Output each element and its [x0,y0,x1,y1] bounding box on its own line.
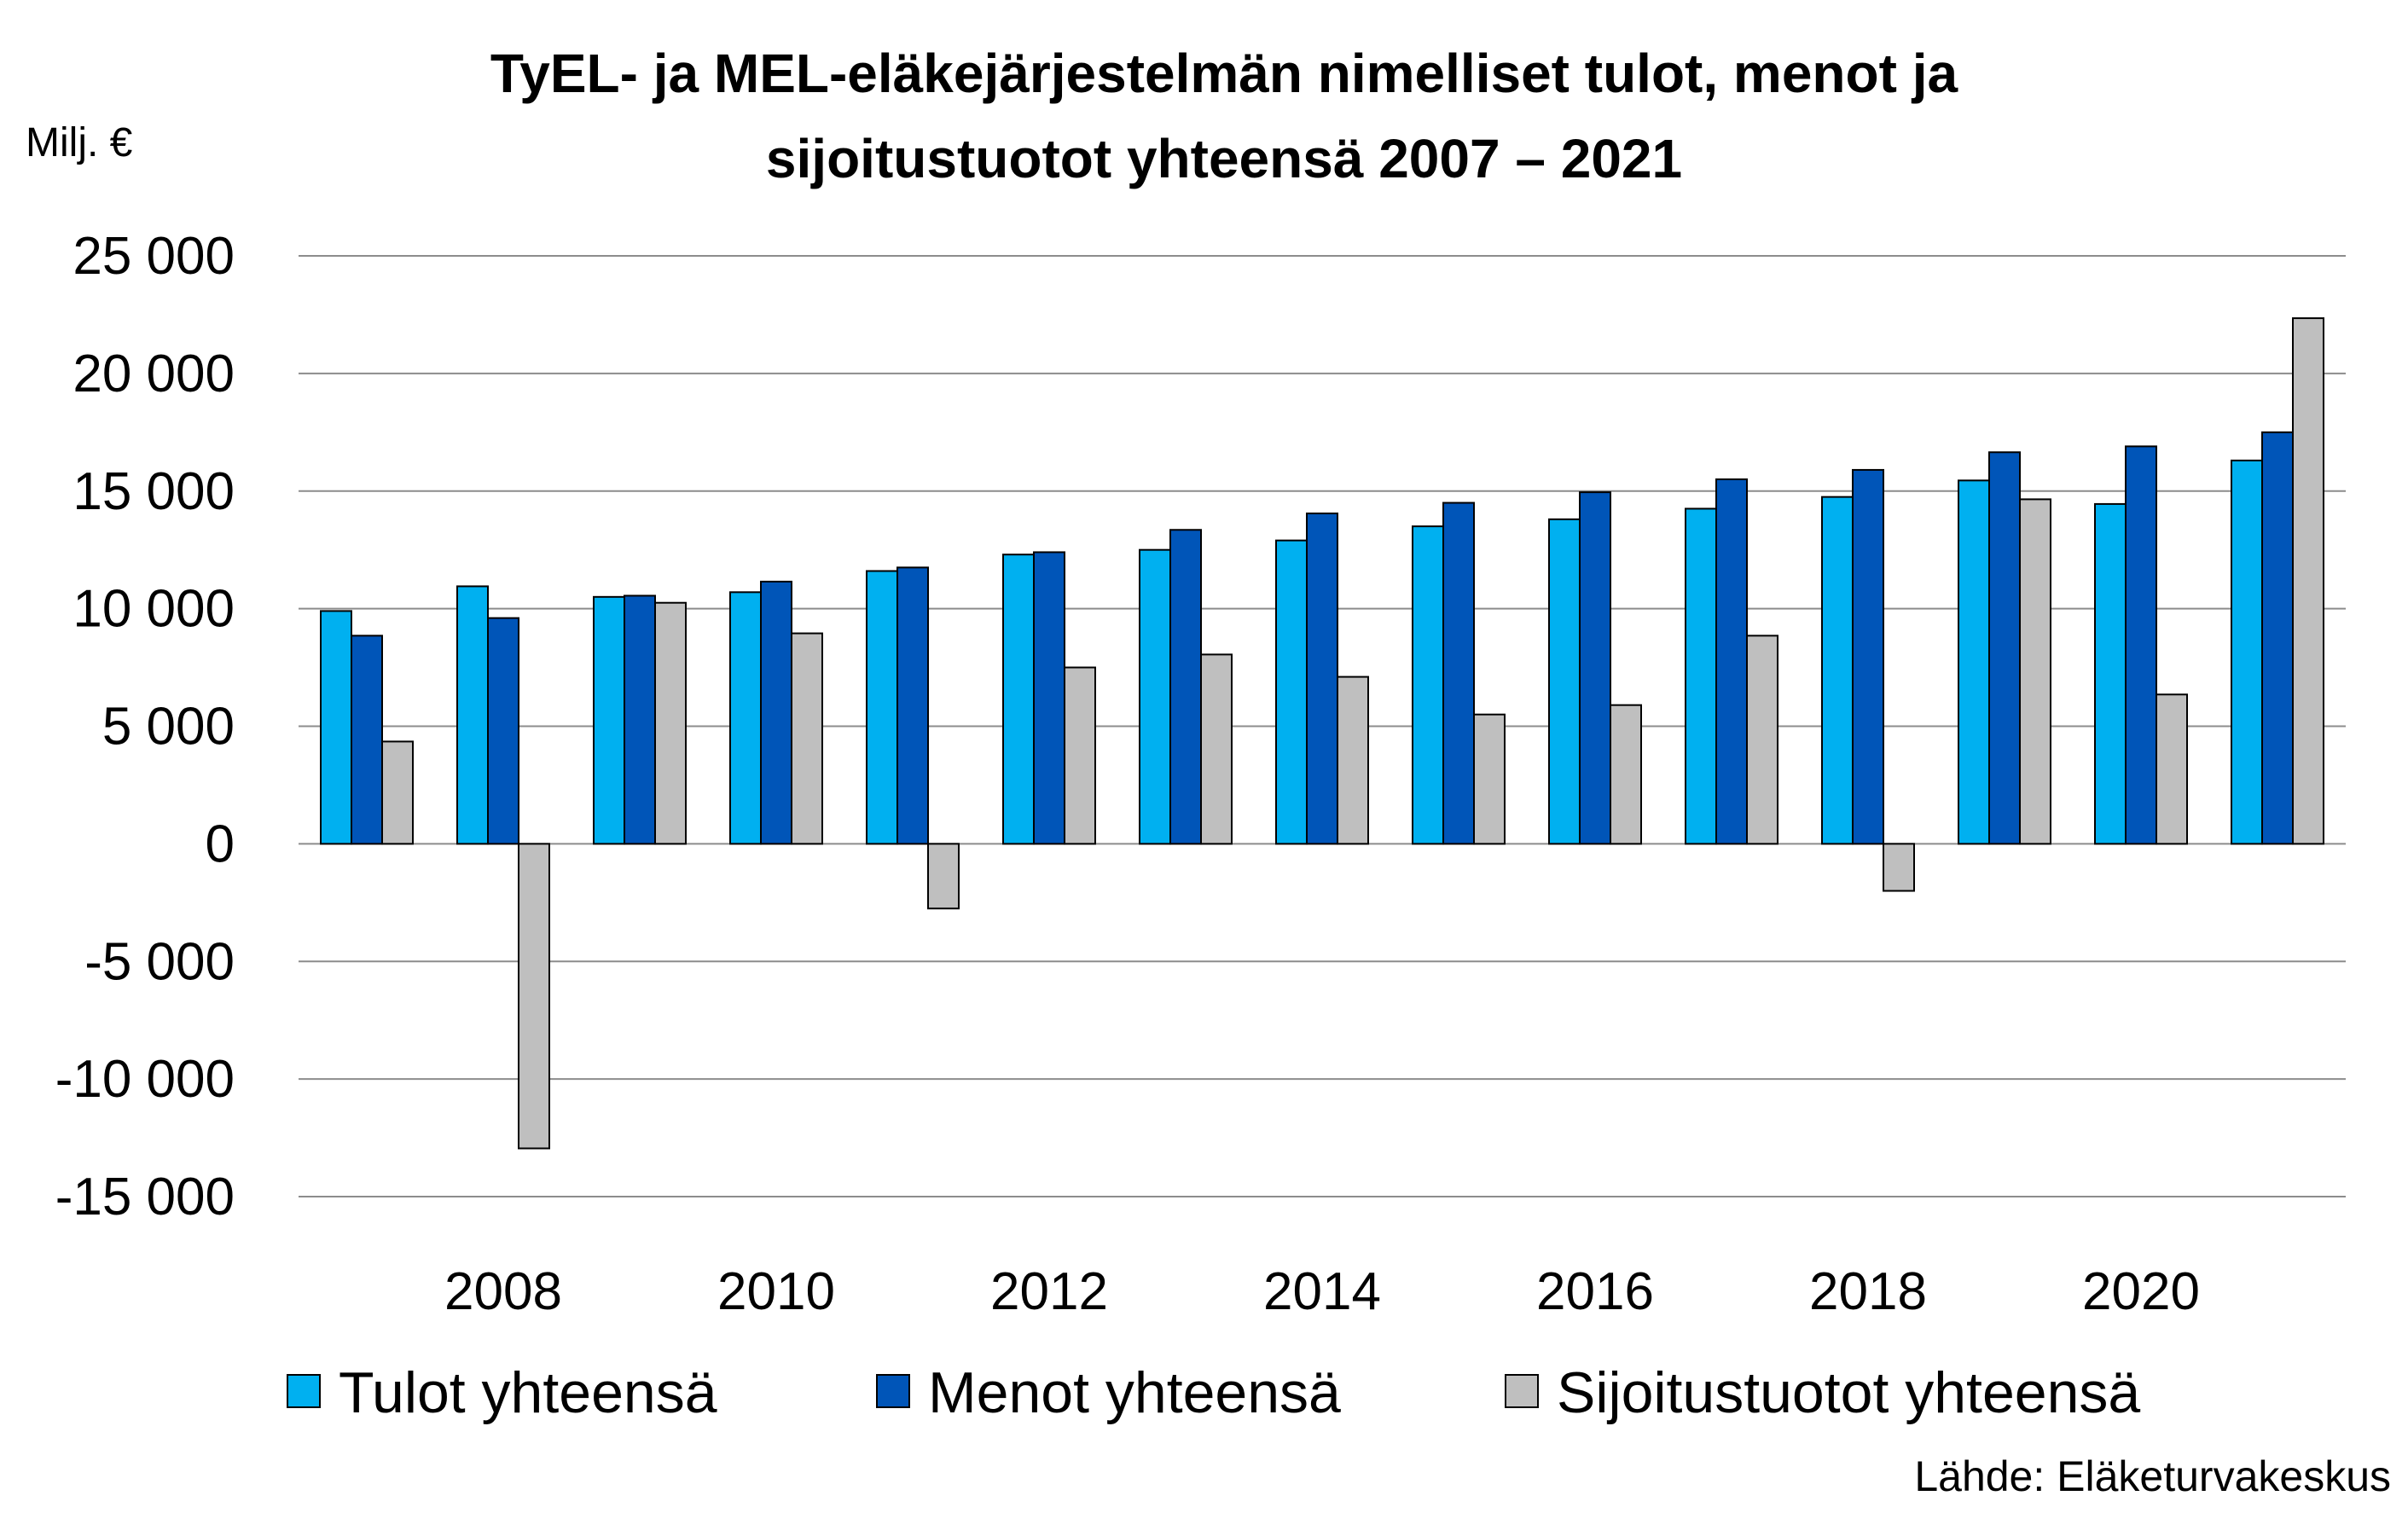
bar [1715,478,1748,845]
legend-swatch [876,1374,910,1408]
bar [1275,539,1308,845]
bar [1988,451,2021,845]
x-tick-label: 2008 [444,1262,562,1321]
bar [1064,666,1096,845]
legend: Tulot yhteensä Menot yhteensä Sijoitustuot… [287,1360,2140,1425]
y-tick-label: 25 000 [73,227,235,286]
y-tick-label: 10 000 [73,580,235,639]
legend-label: Sijoitustuotot yhteensä [1557,1360,2140,1425]
x-tick-label: 2016 [1536,1262,1654,1321]
bar [1033,551,1065,845]
bar [866,570,898,845]
bar [351,635,383,845]
y-axis-unit-label: Milj. € [26,120,133,165]
y-tick-label: -15 000 [55,1168,235,1226]
bar [654,601,687,845]
bar [1337,675,1369,845]
bar [1306,512,1338,845]
bar [2292,317,2324,845]
y-tick-label: 20 000 [73,345,235,403]
bar [1473,713,1506,845]
bar [320,610,352,845]
chart-title-line1: TyEL- ja MEL-eläkejärjestelmän nimellise… [490,43,1958,104]
bar [1610,704,1642,845]
y-tick-label: 15 000 [73,462,235,521]
y-tick-label: -10 000 [55,1050,235,1109]
bar [1548,518,1581,845]
bar [518,843,550,1150]
x-axis-ticks: 2008 2010 2012 2014 2016 2018 2020 [444,1262,2200,1321]
bar [2231,459,2263,845]
x-tick-label: 2014 [1263,1262,1381,1321]
bar [1442,502,1475,845]
bar [1169,529,1202,845]
x-tick-label: 2020 [2082,1262,2200,1321]
bar [2156,693,2188,845]
chart-title-line2: sijoitustuotot yhteensä 2007 – 2021 [766,128,1682,189]
bar [896,566,929,845]
bar [791,632,823,845]
x-tick-label: 2012 [990,1262,1108,1321]
bar [1002,554,1035,845]
bar [1579,491,1611,845]
bar [456,585,489,845]
bar [1746,635,1778,845]
y-tick-label: -5 000 [84,932,235,991]
bar [1685,507,1717,845]
y-tick-label: 5 000 [102,698,235,757]
bar [1958,479,1990,845]
bar [1821,496,1854,845]
legend-label: Menot yhteensä [928,1360,1341,1425]
x-tick-label: 2010 [717,1262,835,1321]
legend-swatch [287,1374,321,1408]
bar [1200,653,1233,845]
bar [1412,525,1444,845]
source-note: Lähde: Eläketurvakeskus [1914,1452,2391,1500]
x-tick-label: 2018 [1809,1262,1927,1321]
bar [729,591,762,845]
bar [1852,468,1884,845]
bar [381,740,414,845]
bar [2094,502,2127,845]
bar [2019,498,2051,845]
legend-label: Tulot yhteensä [339,1360,717,1425]
bar [593,595,625,845]
bars [320,317,2324,1150]
legend-swatch [1505,1374,1539,1408]
y-axis-ticks: 25 000 20 000 15 000 10 000 5 000 0 -5 000 -10 … [55,227,235,1226]
bar [1883,843,1915,892]
bar [487,617,519,845]
bar [927,843,960,910]
bar [2125,445,2157,845]
bar [760,580,792,845]
bar [1139,548,1171,845]
y-tick-label: 0 [206,815,235,873]
bar [624,594,656,845]
bar [2261,431,2294,845]
